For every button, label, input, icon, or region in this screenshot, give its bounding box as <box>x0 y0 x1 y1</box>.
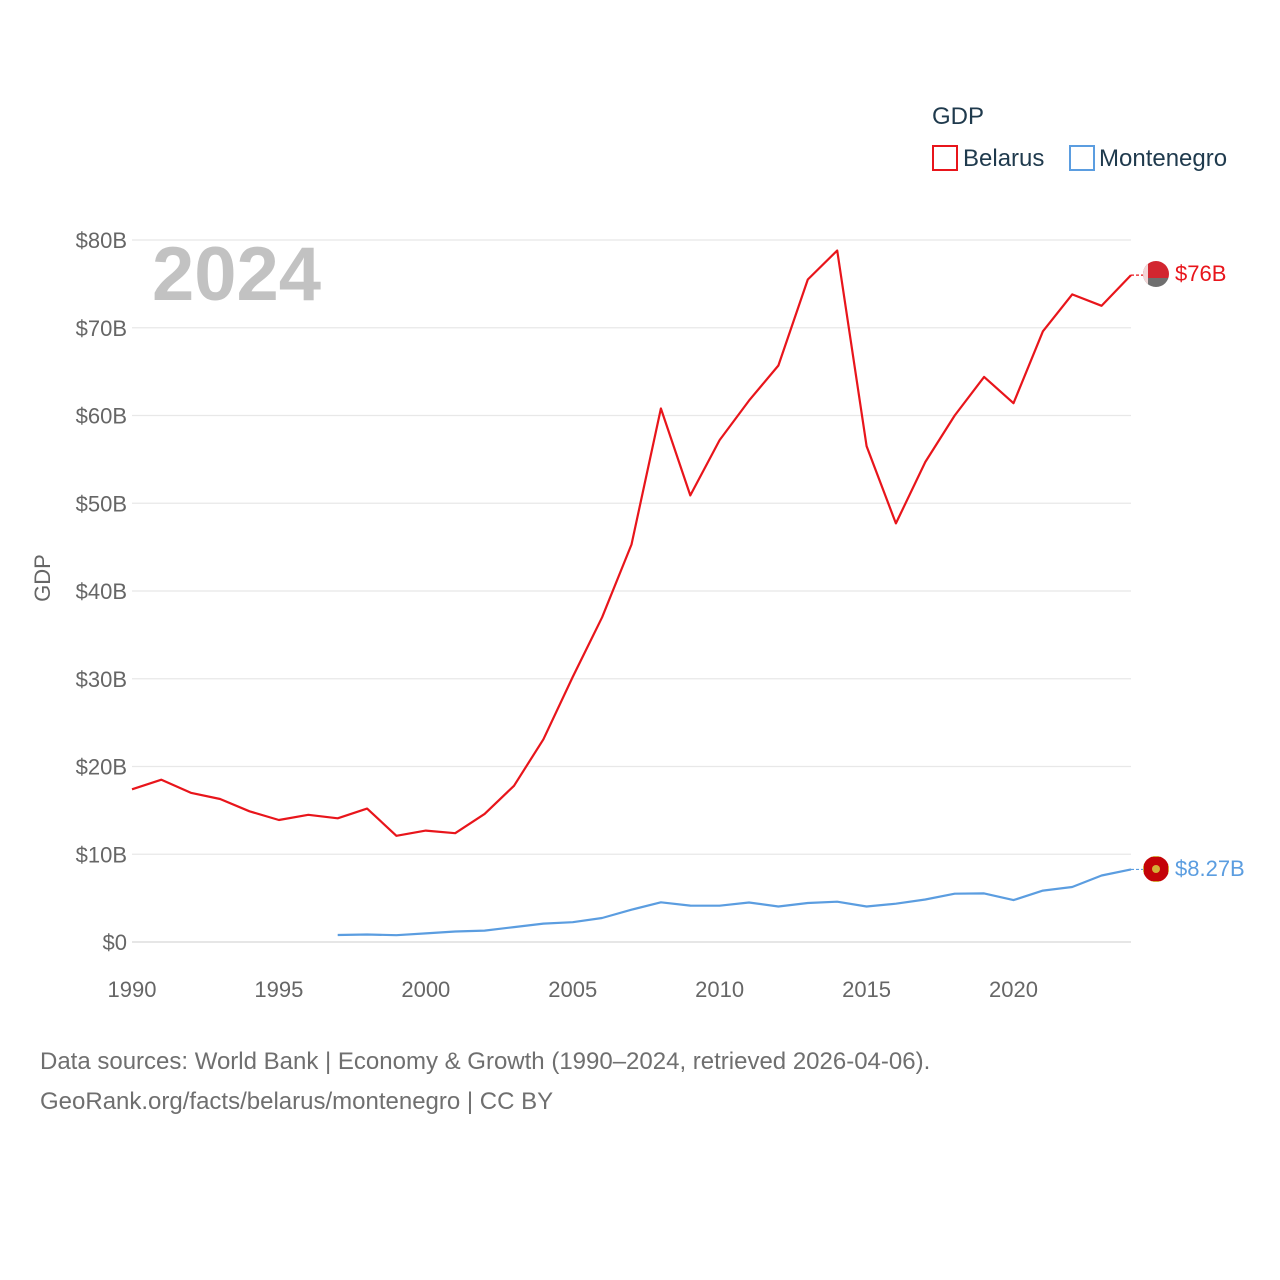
y-tick-label: $30B <box>76 667 127 692</box>
y-tick-label: $80B <box>76 228 127 253</box>
x-tick-label: 2015 <box>842 977 891 1002</box>
x-tick-label: 1995 <box>254 977 303 1002</box>
legend-title: GDP <box>932 103 984 130</box>
x-axis: 1990 1995 2000 2005 2010 2015 2020 <box>108 977 1038 1002</box>
x-tick-label: 2020 <box>989 977 1038 1002</box>
legend-swatch-belarus <box>932 145 958 171</box>
x-tick-label: 2010 <box>695 977 744 1002</box>
y-tick-label: $60B <box>76 404 127 429</box>
y-tick-label: $20B <box>76 755 127 780</box>
x-tick-label: 2000 <box>401 977 450 1002</box>
source-note: Data sources: World Bank | Economy & Gro… <box>40 1042 1240 1122</box>
legend-swatch-montenegro <box>1069 145 1095 171</box>
series-group <box>131 249 1143 937</box>
end-label-belarus: $76B <box>1175 261 1226 286</box>
y-tick-label: $10B <box>76 842 127 867</box>
legend-label-montenegro: Montenegro <box>1099 145 1227 172</box>
y-tick-label: $70B <box>76 316 127 341</box>
series-line-montenegro[interactable] <box>337 868 1132 937</box>
x-tick-label: 2005 <box>548 977 597 1002</box>
legend-item-montenegro[interactable]: Montenegro <box>1069 145 1227 172</box>
y-axis: $0 $10B $20B $30B $40B $50B $60B $70B $80B <box>76 228 127 955</box>
end-label-montenegro: $8.27B <box>1175 856 1245 881</box>
legend-item-belarus[interactable]: Belarus <box>932 145 1044 172</box>
montenegro-flag-icon <box>1143 856 1169 882</box>
x-tick-label: 1990 <box>108 977 157 1002</box>
year-label: 2024 <box>152 232 321 317</box>
y-tick-label: $40B <box>76 579 127 604</box>
belarus-flag-icon <box>1143 261 1169 287</box>
series-line-belarus[interactable] <box>131 249 1132 837</box>
grid <box>132 239 1131 943</box>
legend: GDP Belarus Montenegro <box>932 103 1227 172</box>
y-tick-label: $0 <box>103 930 127 955</box>
y-axis-title: GDP <box>30 554 55 602</box>
legend-label-belarus: Belarus <box>963 145 1044 172</box>
source-line-1: Data sources: World Bank | Economy & Gro… <box>40 1048 931 1075</box>
y-tick-label: $50B <box>76 491 127 516</box>
source-line-2[interactable]: GeoRank.org/facts/belarus/montenegro | C… <box>40 1088 554 1115</box>
